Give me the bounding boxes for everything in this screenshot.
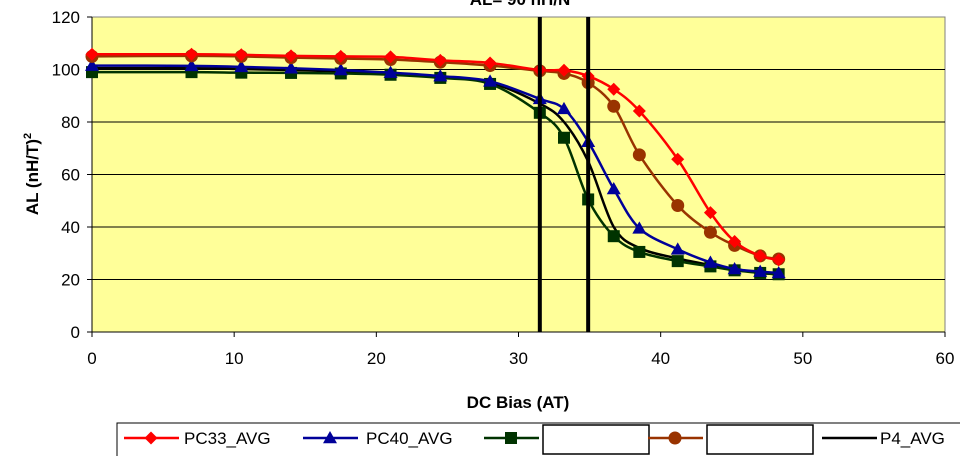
data-point (234, 48, 248, 62)
data-point (771, 265, 786, 279)
y-axis-title-text: AL (nH/T) (23, 139, 42, 215)
legend-item-2: PC40_AVG (303, 429, 453, 448)
x-tick-label: 0 (87, 349, 96, 368)
data-point (556, 101, 571, 115)
x-axis-title: DC Bias (AT) (467, 393, 570, 412)
legend-label: PC33_AVG (184, 429, 271, 448)
data-point (632, 148, 646, 162)
data-point (671, 198, 685, 212)
data-point (753, 264, 768, 277)
data-point (557, 131, 570, 144)
data-point (772, 253, 786, 267)
y-tick-label: 40 (61, 218, 80, 237)
data-point (557, 63, 571, 77)
data-point (703, 225, 717, 239)
data-point (703, 206, 717, 220)
legend-swatch-marker (323, 431, 337, 444)
data-point (671, 152, 685, 166)
y-axis-title-superscript: 2 (22, 133, 34, 139)
y-tick-label: 60 (61, 166, 80, 185)
data-point (632, 221, 647, 234)
legend-label-box (706, 424, 814, 455)
y-tick-label: 20 (61, 271, 80, 290)
legend-swatch-marker (505, 432, 517, 444)
legend-item-4 (648, 424, 814, 455)
data-point (753, 249, 767, 263)
data-point (703, 255, 718, 268)
data-point (670, 242, 685, 255)
data-point (383, 65, 398, 78)
x-tick-label: 40 (651, 349, 670, 368)
data-point (333, 63, 348, 76)
legend-swatch-marker (144, 431, 158, 445)
data-point (483, 56, 497, 70)
data-point (284, 61, 299, 74)
series-2 (85, 58, 786, 279)
chart-title: AL= 90 nH/N (470, 0, 571, 9)
x-tick-label: 20 (367, 349, 386, 368)
data-point (85, 47, 99, 61)
legend-label-box (542, 424, 650, 455)
legend-swatch-marker (668, 431, 682, 445)
legend-item-1: PC33_AVG (124, 429, 271, 448)
series-layer (85, 47, 786, 281)
legend-label: P4_AVG (880, 429, 945, 448)
data-point (433, 53, 447, 67)
x-tick-label: 60 (936, 349, 955, 368)
legend-label: PC40_AVG (366, 429, 453, 448)
data-point (185, 47, 199, 61)
data-point (607, 82, 621, 96)
legend-box (116, 422, 960, 456)
data-point (632, 104, 646, 118)
data-point (607, 99, 621, 113)
data-point (671, 255, 684, 268)
data-point (728, 234, 742, 248)
data-point (433, 69, 448, 82)
x-tick-label: 10 (225, 349, 244, 368)
data-point (384, 50, 398, 64)
data-point (184, 58, 199, 72)
legend-item-3 (484, 424, 650, 455)
y-tick-label: 80 (61, 113, 80, 132)
data-point (284, 49, 298, 63)
x-tick-label: 30 (509, 349, 528, 368)
reference-lines (537, 17, 591, 332)
data-point (483, 74, 498, 87)
x-tick-label: 50 (793, 349, 812, 368)
data-point (633, 245, 646, 258)
axes: 0 20 40 60 80 100 120 0 10 20 30 40 50 60 (52, 8, 955, 368)
data-point (85, 58, 99, 71)
y-tick-label: 120 (52, 8, 80, 27)
data-point (606, 181, 621, 195)
data-point (334, 49, 348, 63)
legend-item-5: P4_AVG (822, 429, 945, 448)
y-axis-title: AL (nH/T)2 (22, 133, 42, 215)
legend: PC33_AVG PC40_AVG P4_AVG (124, 424, 945, 455)
y-tick-label: 100 (52, 61, 80, 80)
data-point (234, 59, 249, 73)
series-1 (85, 47, 786, 267)
data-point (727, 262, 742, 275)
y-tick-label: 0 (71, 323, 80, 342)
data-point (607, 230, 620, 243)
